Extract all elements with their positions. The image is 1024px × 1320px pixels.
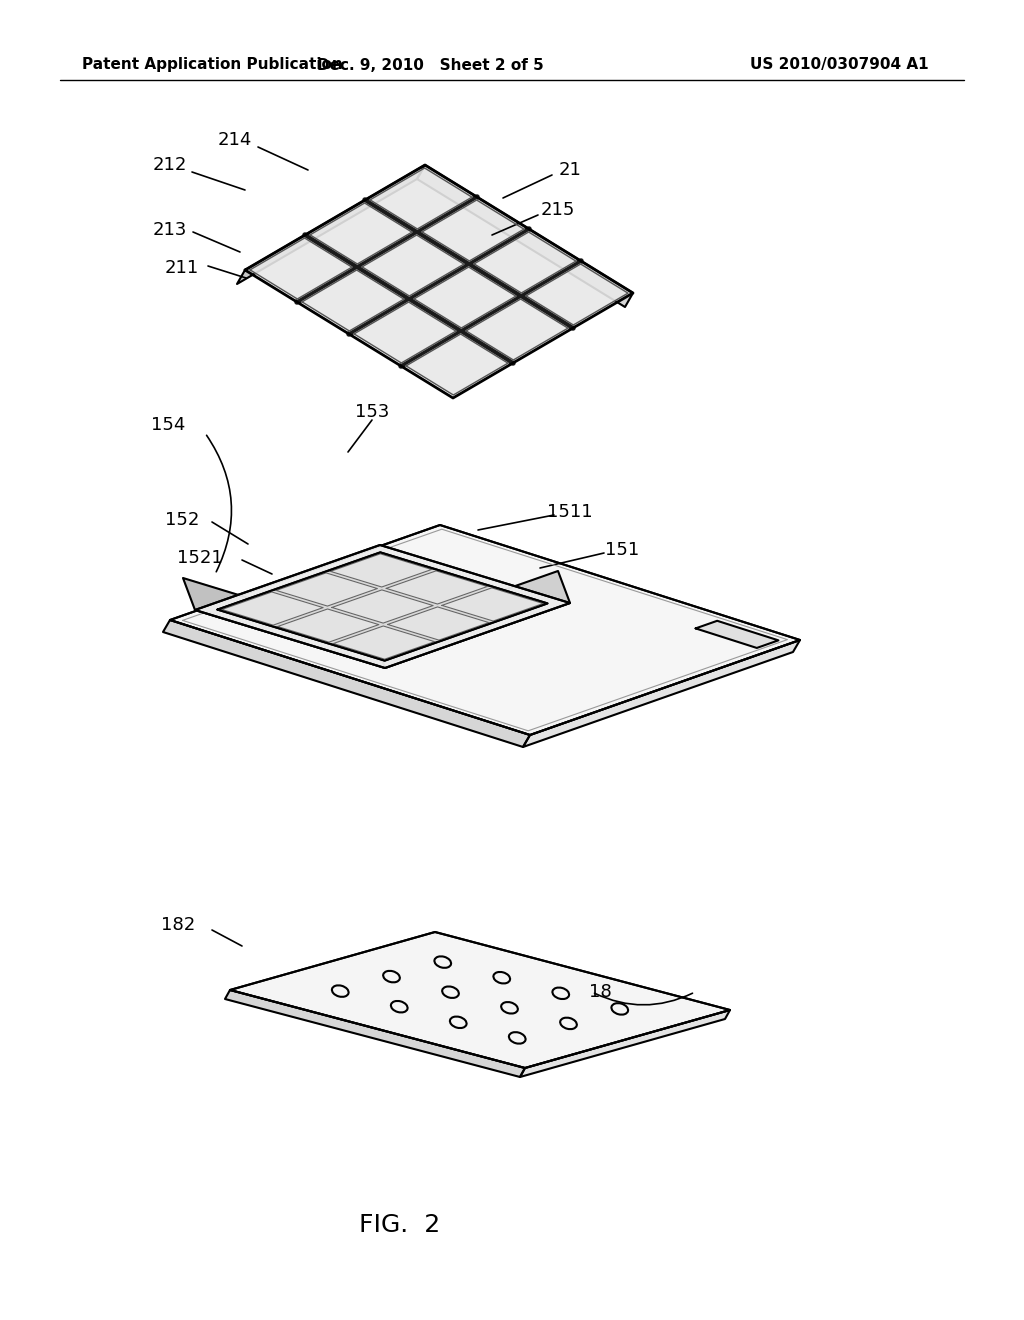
- Polygon shape: [370, 168, 472, 228]
- Text: 213: 213: [153, 220, 187, 239]
- Polygon shape: [332, 590, 433, 623]
- Polygon shape: [520, 1010, 730, 1077]
- Text: 212: 212: [153, 156, 187, 174]
- Polygon shape: [230, 932, 730, 1068]
- Polygon shape: [414, 267, 516, 327]
- Polygon shape: [183, 578, 385, 668]
- Text: Dec. 9, 2010   Sheet 2 of 5: Dec. 9, 2010 Sheet 2 of 5: [316, 58, 544, 73]
- Text: 21: 21: [558, 161, 582, 180]
- Polygon shape: [222, 591, 324, 626]
- Text: 182: 182: [161, 916, 196, 935]
- Text: 215: 215: [541, 201, 575, 219]
- Text: FIG.  2: FIG. 2: [359, 1213, 440, 1237]
- Text: Patent Application Publication: Patent Application Publication: [82, 58, 343, 73]
- Text: 211: 211: [165, 259, 199, 277]
- Text: 214: 214: [218, 131, 252, 149]
- Polygon shape: [466, 300, 568, 360]
- Polygon shape: [250, 238, 352, 300]
- Polygon shape: [331, 554, 432, 587]
- Text: 151: 151: [605, 541, 639, 558]
- Text: 154: 154: [151, 416, 185, 434]
- Polygon shape: [373, 572, 570, 668]
- Polygon shape: [422, 201, 524, 261]
- Polygon shape: [195, 545, 570, 668]
- Polygon shape: [526, 264, 628, 325]
- Polygon shape: [163, 620, 530, 747]
- Polygon shape: [170, 525, 800, 735]
- Text: 152: 152: [165, 511, 200, 529]
- Polygon shape: [442, 587, 543, 620]
- Polygon shape: [276, 573, 378, 606]
- Polygon shape: [417, 165, 633, 308]
- Polygon shape: [334, 626, 434, 659]
- Polygon shape: [407, 334, 508, 395]
- Text: 18: 18: [589, 983, 611, 1001]
- Polygon shape: [302, 271, 403, 331]
- Text: 1521: 1521: [177, 549, 223, 568]
- Polygon shape: [217, 552, 548, 660]
- Polygon shape: [474, 232, 575, 293]
- Polygon shape: [523, 640, 800, 747]
- Polygon shape: [695, 620, 778, 648]
- Polygon shape: [388, 607, 488, 640]
- Text: US 2010/0307904 A1: US 2010/0307904 A1: [750, 58, 929, 73]
- Polygon shape: [354, 302, 456, 363]
- Polygon shape: [278, 609, 379, 642]
- Text: 1511: 1511: [547, 503, 593, 521]
- Polygon shape: [386, 570, 487, 605]
- Polygon shape: [225, 990, 525, 1077]
- Polygon shape: [237, 165, 425, 284]
- Text: 153: 153: [354, 403, 389, 421]
- Polygon shape: [310, 203, 412, 264]
- Polygon shape: [362, 235, 464, 296]
